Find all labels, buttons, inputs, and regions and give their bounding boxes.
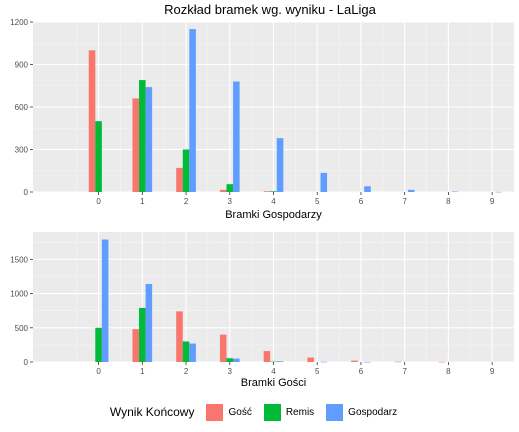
- bar-gosc-1: [132, 98, 140, 192]
- y-tick-label: 0: [24, 188, 29, 197]
- y-tick-label: 900: [15, 61, 29, 70]
- panel-away-goals: 0 500 1000 1500 0 1 2 3 4 5 6 7 8 9 Bramki Gości: [10, 232, 515, 389]
- y-tick-label: 300: [15, 146, 29, 155]
- x-tick-label: 9: [490, 197, 495, 206]
- x-tick-label: 3: [228, 197, 233, 206]
- legend-item-remis: Remis: [263, 403, 315, 421]
- x-tick-label: 9: [490, 367, 495, 376]
- bar-gosc-5: [307, 357, 314, 362]
- legend-label-remis: Remis: [285, 406, 315, 418]
- x-tick-label: 7: [402, 367, 407, 376]
- legend-label-gosc: Gość: [228, 406, 252, 418]
- bar-gospodarz-4: [276, 361, 284, 362]
- y-tick-label: 0: [24, 358, 29, 367]
- x-tick-label: 4: [271, 367, 276, 376]
- bar-gospodarz-5: [320, 361, 328, 363]
- bar-gosc-8: [438, 361, 446, 363]
- bar-gosc-3: [219, 334, 227, 362]
- bar-gosc-2: [176, 167, 183, 192]
- bar-remis-2: [182, 149, 190, 192]
- bar-gospodarz-7: [407, 189, 415, 192]
- bar-remis-0: [95, 121, 102, 192]
- bar-gosc-4: [263, 351, 271, 362]
- legend-key-remis: [263, 403, 281, 421]
- bar-gospodarz-2: [189, 343, 196, 362]
- x-axis-title: Bramki Gospodarzy: [225, 209, 322, 221]
- bar-gosc-3: [219, 189, 227, 192]
- bar-gospodarz-6: [364, 186, 371, 192]
- bar-gospodarz-4: [276, 138, 284, 192]
- x-tick-label: 5: [315, 367, 320, 376]
- bar-gospodarz-8: [451, 191, 459, 193]
- bar-remis-2: [182, 341, 190, 362]
- y-tick-label: 1000: [10, 290, 28, 299]
- bar-gospodarz-3: [233, 358, 240, 362]
- bar-remis-1: [139, 80, 146, 192]
- x-tick-label: 6: [359, 197, 364, 206]
- x-tick-label: 6: [359, 367, 364, 376]
- panel-home-goals: 0 300 600 900 1200 0 1 2 3 4 5 6 7 8 9 Bramki Gospodarz…: [10, 18, 515, 221]
- bar-gospodarz-2: [189, 29, 196, 193]
- y-tick-label: 500: [15, 324, 29, 333]
- bar-gosc-4: [263, 191, 271, 192]
- bar-remis-3: [226, 184, 234, 192]
- x-tick-label: 0: [96, 367, 101, 376]
- chart-figure: Rozkład bramek wg. wyniku - LaLiga 03006…: [10, 2, 515, 389]
- x-tick-label: 2: [184, 367, 189, 376]
- bar-gosc-6: [351, 360, 358, 362]
- x-tick-label: 0: [96, 197, 101, 206]
- y-tick-label: 600: [15, 103, 29, 112]
- bar-gospodarz-9: [495, 191, 502, 193]
- x-tick-label: 4: [271, 197, 276, 206]
- bar-remis-4: [270, 361, 277, 363]
- bar-gospodarz-0: [101, 239, 109, 362]
- legend-key-gosc: [206, 403, 224, 421]
- x-tick-label: 2: [184, 197, 189, 206]
- bar-remis-3: [226, 358, 234, 362]
- legend-item-gosc: Gość: [206, 403, 252, 421]
- x-tick-label: 7: [402, 197, 407, 206]
- chart-title: Rozkład bramek wg. wyniku - LaLiga: [164, 2, 376, 17]
- bar-gosc-0: [88, 50, 96, 193]
- legend-key-gospodarz: [326, 403, 344, 421]
- legend: Wynik Końcowy Gość Remis Gospodarz: [0, 400, 519, 424]
- bar-remis-1: [139, 307, 146, 362]
- bar-remis-4: [270, 191, 277, 192]
- x-axis-title: Bramki Gości: [241, 377, 306, 389]
- y-tick-label: 1500: [10, 255, 28, 264]
- bar-gospodarz-3: [233, 81, 240, 192]
- bar-gosc-1: [132, 329, 140, 362]
- bar-remis-0: [95, 327, 102, 362]
- y-tick-label: 1200: [10, 18, 28, 27]
- bar-gospodarz-1: [145, 284, 153, 362]
- bar-gosc-2: [176, 311, 183, 362]
- x-tick-label: 3: [228, 367, 233, 376]
- bar-gosc-7: [394, 361, 402, 363]
- legend-title: Wynik Końcowy: [109, 405, 195, 419]
- legend-label-gospodarz: Gospodarz: [348, 406, 398, 418]
- x-tick-label: 8: [446, 197, 451, 206]
- x-tick-label: 5: [315, 197, 320, 206]
- legend-item-gospodarz: Gospodarz: [326, 403, 398, 421]
- bar-gospodarz-5: [320, 172, 328, 192]
- bar-gospodarz-6: [364, 361, 371, 363]
- bar-gospodarz-1: [145, 87, 153, 192]
- x-tick-label: 1: [140, 197, 145, 206]
- x-tick-label: 1: [140, 367, 145, 376]
- x-tick-label: 8: [446, 367, 451, 376]
